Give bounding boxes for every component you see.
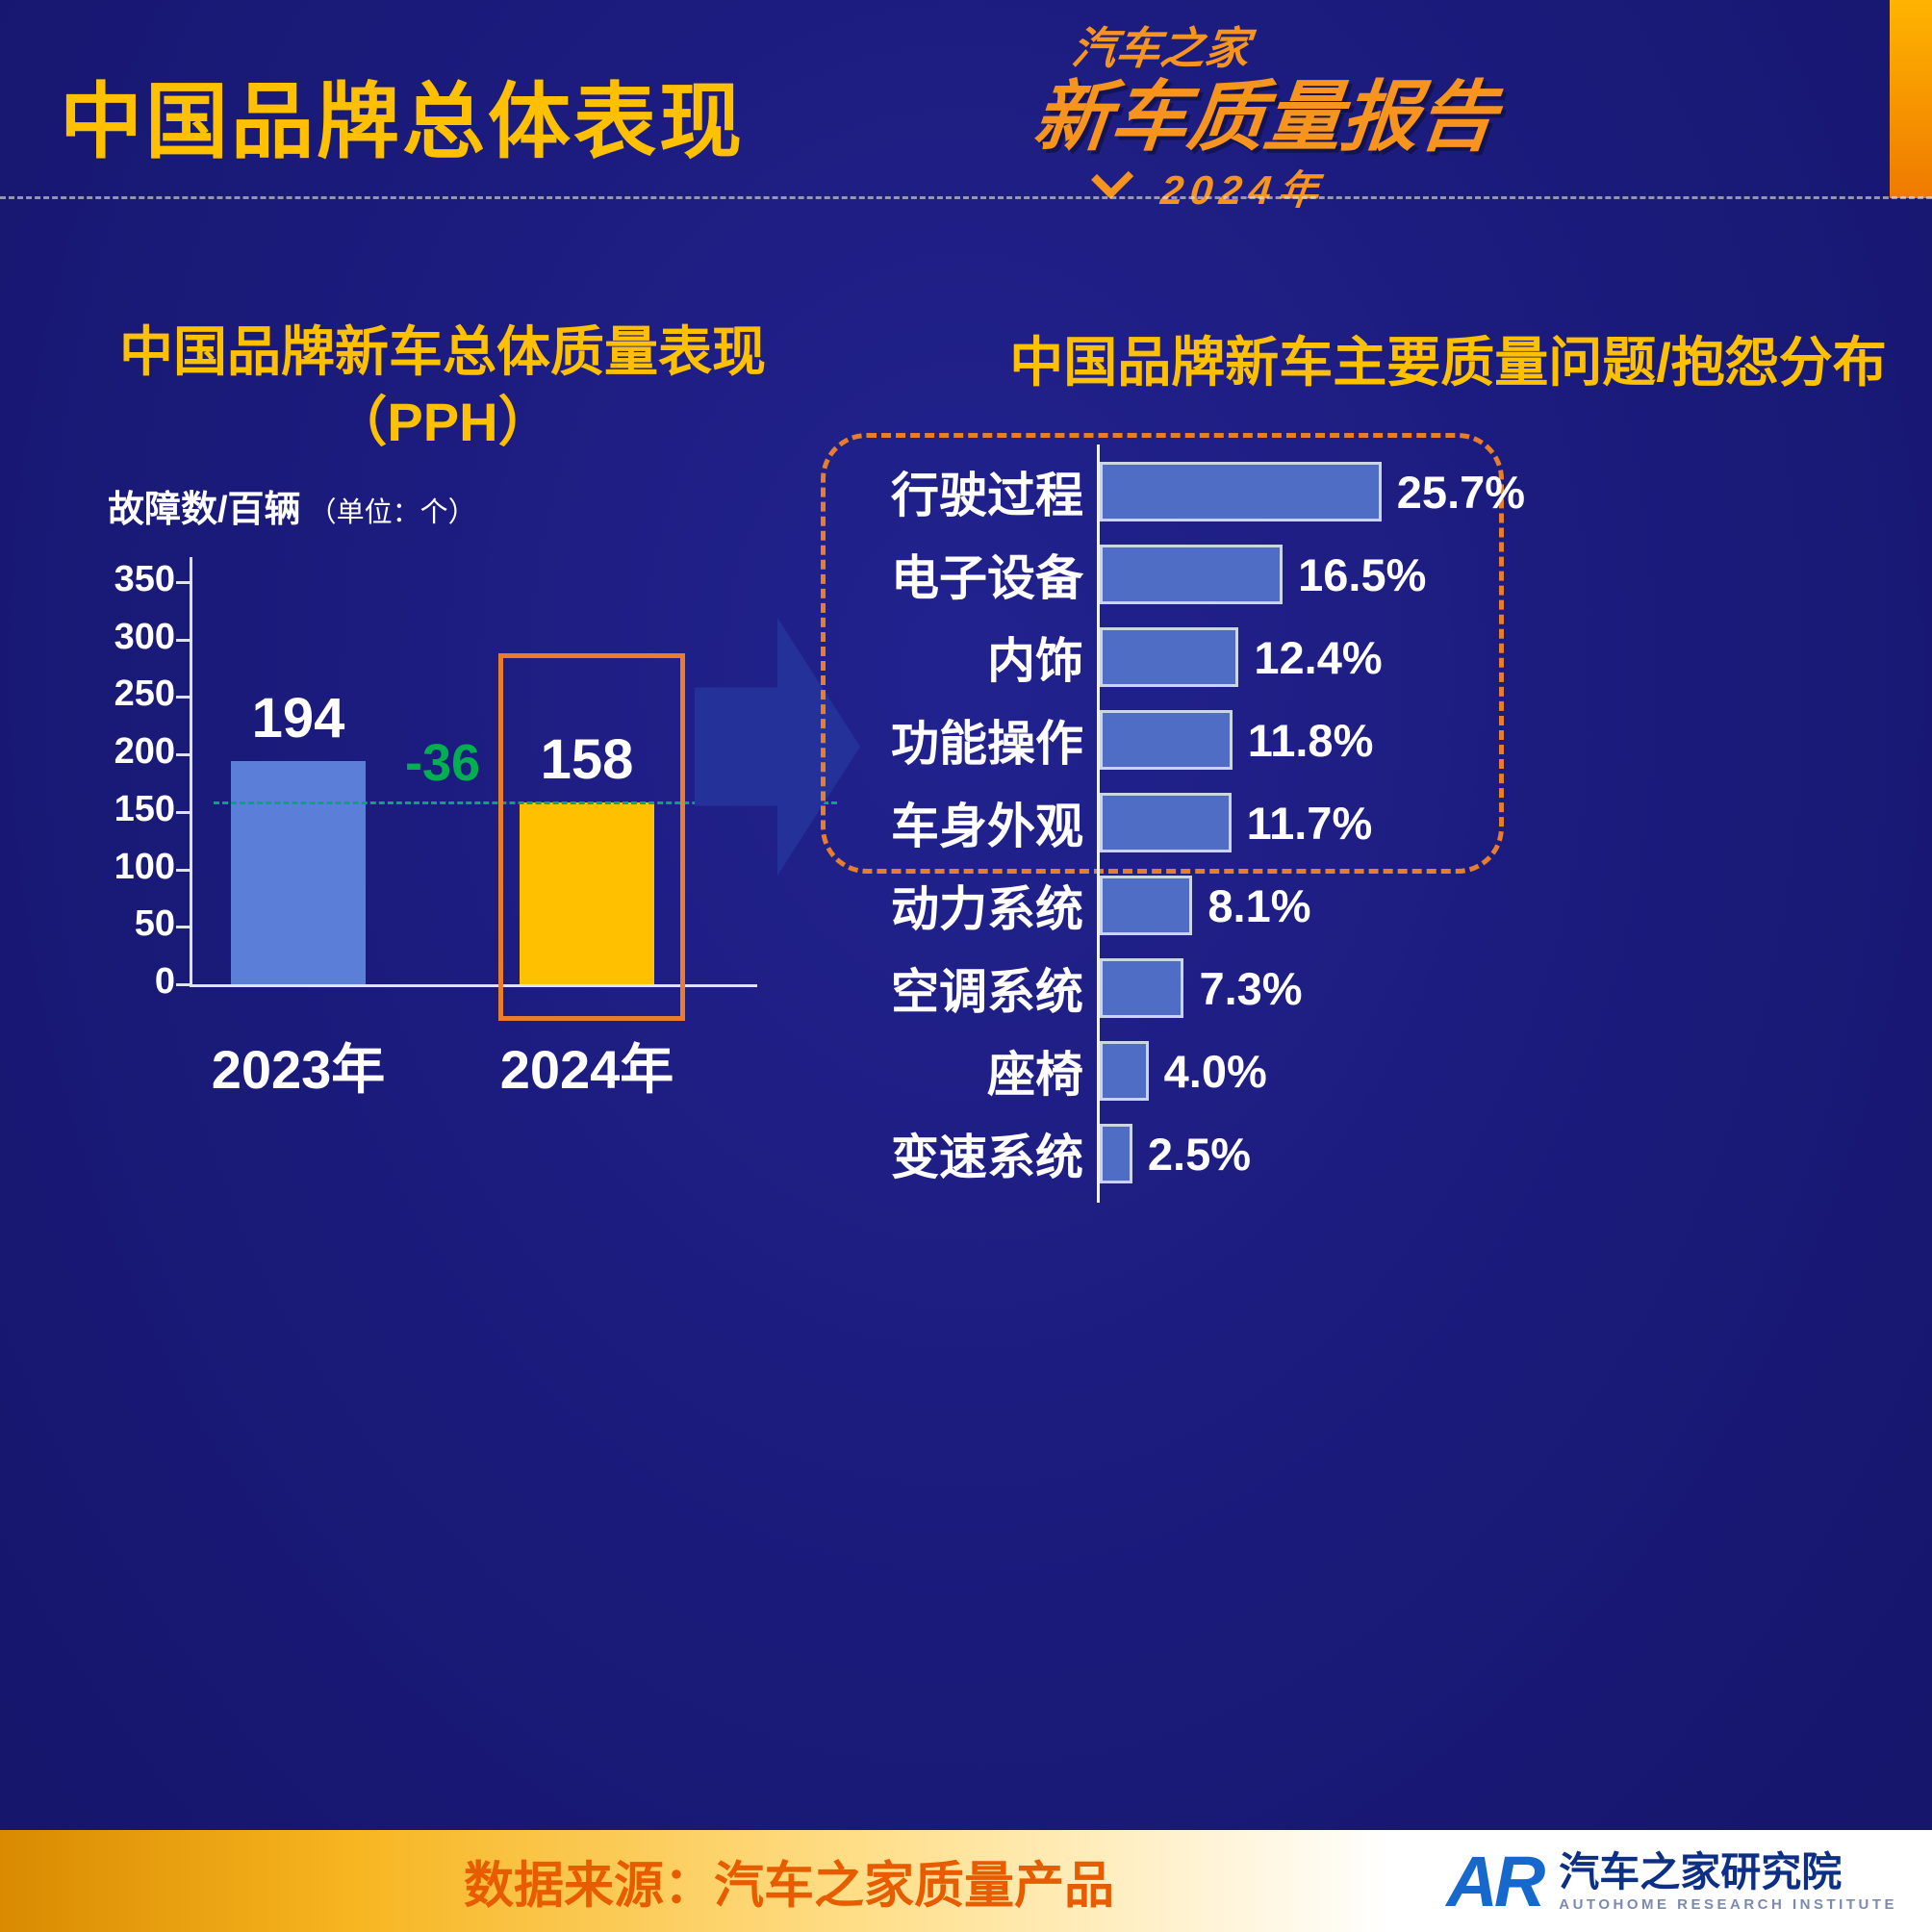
quality-percent-label: 16.5% — [1298, 548, 1427, 600]
quality-bar — [1100, 1124, 1132, 1183]
quality-bar — [1100, 958, 1184, 1018]
quality-percent-label: 7.3% — [1199, 962, 1303, 1014]
y-axis-tick-label: 100 — [114, 846, 175, 887]
x-axis-label: 2023年 — [211, 1039, 386, 1100]
org-name-en: AUTOHOME RESEARCH INSTITUTE — [1559, 1895, 1897, 1913]
quality-category-label: 行驶过程 — [891, 469, 1083, 522]
y-axis-tick-label: 0 — [154, 961, 175, 1002]
footer-bar: 数据来源：汽车之家质量产品 AR 汽车之家研究院 AUTOHOME RESEAR… — [0, 1830, 1932, 1932]
quality-category-label: 电子设备 — [891, 551, 1083, 605]
y-axis-tick-mark — [176, 696, 190, 699]
ar-logo-icon: AR — [1446, 1841, 1545, 1921]
logo-brand-text: 汽车之家 — [1069, 23, 1253, 73]
bar-value-label: 158 — [540, 728, 634, 792]
quality-row-座椅: 座椅 4.0% — [861, 1030, 1924, 1112]
quality-category-label: 内饰 — [987, 634, 1083, 688]
autohome-report-logo: 汽车之家 新车质量报告 2024年 — [1024, 13, 1545, 216]
y-axis-tick-mark — [176, 638, 190, 642]
bar-2023年 — [231, 761, 366, 984]
quality-row-动力系统: 动力系统 8.1% — [861, 864, 1924, 947]
quality-row-内饰: 内饰 12.4% — [861, 616, 1924, 699]
quality-row-电子设备: 电子设备 16.5% — [861, 533, 1924, 616]
quality-category-label: 座椅 — [987, 1048, 1083, 1102]
quality-bar — [1100, 545, 1284, 604]
quality-bar — [1100, 462, 1382, 521]
left-chart-x-axis — [190, 984, 757, 987]
bar-value-label: 194 — [251, 687, 345, 750]
check-mark-icon — [1091, 157, 1134, 199]
y-axis-tick-label: 300 — [114, 616, 175, 657]
quality-percent-label: 25.7% — [1396, 466, 1526, 518]
right-chart-rows: 行驶过程 25.7% 电子设备 16.5% 内饰 12.4% 功能操作 11.8% 车身外观 11… — [861, 445, 1924, 1203]
header-accent-bar — [1890, 0, 1932, 198]
quality-bar — [1100, 627, 1239, 687]
left-chart-y-axis — [190, 557, 192, 987]
quality-category-label: 动力系统 — [891, 882, 1083, 936]
right-chart-axis-line — [1097, 445, 1100, 1203]
page-title: 中国品牌总体表现 — [60, 76, 745, 168]
y-axis-tick-mark — [176, 926, 190, 929]
quality-bar — [1100, 1041, 1149, 1101]
quality-row-功能操作: 功能操作 11.8% — [861, 699, 1924, 781]
quality-row-空调系统: 空调系统 7.3% — [861, 947, 1924, 1030]
highlight-box-2024 — [498, 653, 685, 1021]
quality-category-label: 变速系统 — [891, 1131, 1083, 1184]
quality-percent-label: 11.7% — [1246, 797, 1373, 849]
y-axis-tick-label: 150 — [114, 788, 175, 829]
quality-category-label: 车身外观 — [891, 800, 1083, 853]
autohome-research-logo: AR 汽车之家研究院 AUTOHOME RESEARCH INSTITUTE — [1446, 1830, 1897, 1932]
left-chart-unit-label: 故障数/百辆 （单位：个） — [108, 479, 476, 532]
y-axis-tick-label: 50 — [134, 903, 175, 945]
logo-report-text: 新车质量报告 — [1030, 74, 1501, 160]
quality-row-车身外观: 车身外观 11.7% — [861, 781, 1924, 864]
y-axis-label: 故障数/百辆 — [108, 490, 301, 530]
x-axis-label: 2024年 — [499, 1039, 674, 1100]
y-axis-tick-mark — [176, 868, 190, 872]
left-chart-title: 中国品牌新车总体质量表现 （PPH） — [38, 318, 847, 458]
quality-percent-label: 2.5% — [1147, 1128, 1252, 1180]
reference-dashed-line — [214, 801, 837, 805]
left-chart-title-line2: （PPH） — [333, 391, 552, 452]
right-chart-title: 中国品牌新车主要质量问题/抱怨分布 — [1009, 332, 1887, 393]
bar-2024年 — [520, 802, 654, 984]
y-axis-unit: （单位：个） — [308, 497, 476, 528]
y-axis-tick-mark — [176, 753, 190, 757]
y-axis-tick-mark — [176, 810, 190, 814]
quality-bar — [1100, 876, 1193, 935]
header-divider — [0, 196, 1932, 199]
logo-year-text: 2024年 — [1158, 167, 1328, 213]
y-axis-tick-label: 250 — [114, 674, 175, 715]
quality-percent-label: 12.4% — [1254, 631, 1383, 683]
left-chart-title-line1: 中国品牌新车总体质量表现 — [119, 321, 766, 382]
data-source-text: 数据来源：汽车之家质量产品 — [464, 1858, 1115, 1915]
delta-annotation: -36 — [404, 734, 481, 793]
quality-row-变速系统: 变速系统 2.5% — [861, 1112, 1924, 1195]
y-axis-tick-label: 200 — [114, 731, 175, 773]
quality-bar — [1100, 793, 1232, 852]
quality-percent-label: 11.8% — [1247, 714, 1374, 766]
top5-highlight-box — [821, 433, 1504, 874]
quality-category-label: 空调系统 — [891, 965, 1083, 1019]
left-chart-plot-area: 0 50 100 150 200 250 300 350 194 2023年 158 2024年 -36 — [114, 557, 837, 1100]
quality-row-行驶过程: 行驶过程 25.7% — [861, 450, 1924, 533]
quality-percent-label: 8.1% — [1208, 879, 1311, 931]
y-axis-tick-mark — [176, 581, 190, 584]
org-name-cn: 汽车之家研究院 — [1559, 1849, 1843, 1895]
quality-bar — [1100, 710, 1233, 770]
quality-percent-label: 4.0% — [1163, 1045, 1267, 1097]
quality-category-label: 功能操作 — [891, 717, 1083, 771]
y-axis-tick-mark — [176, 983, 190, 986]
y-axis-tick-label: 350 — [114, 559, 175, 599]
